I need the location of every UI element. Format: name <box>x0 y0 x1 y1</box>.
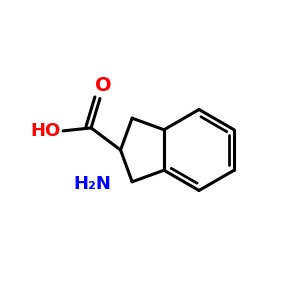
Text: O: O <box>94 76 111 95</box>
Text: HO: HO <box>31 122 61 140</box>
Text: H₂N: H₂N <box>74 175 112 193</box>
